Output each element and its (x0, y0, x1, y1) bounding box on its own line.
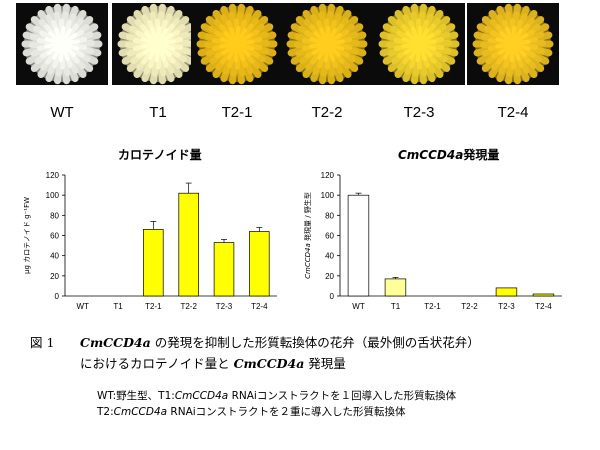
y-tick-label: 120 (46, 171, 60, 180)
note1-text-a: WT:野生型、T1: (97, 390, 175, 402)
caption-gene: CmCCD4a (80, 335, 151, 350)
carotenoid-chart-title-text: カロテノイド量 (118, 148, 202, 162)
carotenoid-chart-svg: 0 20 40 60 80 100 120 μg カロテノイド g⁻¹FW WT T1 T2-1 T2… (23, 171, 277, 311)
flower-drawing (117, 3, 199, 85)
x-tick-label: T2-1 (145, 302, 162, 311)
photo-label-t2-2: T2-2 (311, 104, 343, 121)
photo-label-t2-4: T2-4 (497, 104, 529, 121)
expression-chart: 0 20 40 60 80 100 120 CmCCD4a 発現量 / 野生型 WT T1 T2-1… (290, 160, 570, 325)
flower-center (228, 35, 246, 53)
y-tick-label: 80 (50, 211, 59, 220)
flower-drawing (21, 3, 103, 85)
y-axis-label: μg カロテノイド g⁻¹FW (23, 197, 31, 274)
flower-drawing (286, 3, 368, 85)
flower-drawing (196, 3, 278, 85)
carotenoid-chart-title: カロテノイド量 (118, 146, 202, 163)
x-tick-label: T2-3 (216, 302, 233, 311)
x-tick-label: T2-2 (180, 302, 197, 311)
caption-line-1: 図 1 CmCCD4a の発現を抑制した形質転換体の花弁（最外側の舌状花弁） (30, 332, 590, 353)
y-tick-label: 40 (50, 252, 59, 261)
y-tick-label: 20 (325, 272, 334, 281)
flower-photo-t2-2 (281, 3, 373, 85)
flower-photo-wt (16, 3, 108, 85)
figure-notes: WT:野生型、T1:CmCCD4a RNAiコンストラクトを１回導入した形質転換… (97, 388, 597, 420)
flower-photo-t1 (112, 3, 204, 85)
y-axis-label: CmCCD4a 発現量 / 野生型 (303, 192, 312, 279)
caption-line2-gene: CmCCD4a (233, 356, 305, 371)
caption-line2-text-b: 発現量 (304, 356, 346, 371)
expression-chart-title-text: 発現量 (463, 148, 500, 162)
photo-label-wt: WT (50, 104, 74, 121)
x-tick-label: WT (76, 302, 89, 311)
x-tick-label: T1 (113, 302, 123, 311)
caption-line2-text-a: におけるカロテノイド量と (80, 356, 234, 371)
y-tick-label: 120 (321, 171, 335, 180)
flower-drawing (378, 3, 460, 85)
y-tick-label: 60 (50, 232, 59, 241)
bar (532, 293, 555, 297)
caption-line-2: におけるカロテノイド量と CmCCD4a 発現量 (30, 353, 590, 374)
flower-center (410, 35, 428, 53)
note-line-1: WT:野生型、T1:CmCCD4a RNAiコンストラクトを１回導入した形質転換… (97, 388, 597, 404)
note2-text-b: RNAiコンストラクトを２重に導入した形質転換体 (167, 406, 406, 418)
caption-figure-number: 図 1 (30, 335, 55, 350)
x-tick-label: T2-2 (461, 302, 478, 311)
flower-photo-row: WT T1 T2-1 T2-2 T2-3 T2-4 (0, 0, 600, 125)
x-tick-label: T2-4 (535, 302, 552, 311)
x-tick-label: T1 (391, 302, 401, 311)
y-tick-label: 100 (46, 191, 60, 200)
note2-text-a: T2: (97, 406, 114, 418)
bar (143, 229, 164, 297)
bar (249, 231, 270, 297)
bar (384, 278, 407, 297)
flower-drawing (472, 3, 554, 85)
x-tick-label: T2-4 (251, 302, 268, 311)
y-axis-label-gene: CmCCD4a (304, 243, 312, 279)
bar (495, 287, 518, 297)
y-tick-label: 0 (330, 292, 335, 301)
expression-chart-svg: 0 20 40 60 80 100 120 CmCCD4a 発現量 / 野生型 WT T1 T2-1… (303, 171, 562, 311)
photo-label-t1: T1 (149, 104, 167, 121)
flower-center (504, 35, 522, 53)
flower-center (318, 35, 336, 53)
note2-gene: CmCCD4a (113, 406, 168, 418)
y-tick-label: 100 (321, 191, 335, 200)
y-tick-label: 0 (55, 292, 60, 301)
x-tick-label: T2-1 (424, 302, 441, 311)
bar (178, 192, 199, 297)
note1-text-b: RNAiコンストラクトを１回導入した形質転換体 (228, 390, 457, 402)
flower-photo-t2-3 (373, 3, 465, 85)
caption-line1-text: の発現を抑制した形質転換体の花弁（最外側の舌状花弁） (150, 335, 480, 350)
flower-photo-t2-1 (191, 3, 283, 85)
flower-center (149, 35, 167, 53)
y-tick-label: 80 (325, 211, 334, 220)
expression-chart-title: CmCCD4a発現量 (398, 146, 499, 163)
y-axis-label-text: 発現量 / 野生型 (303, 192, 312, 243)
flower-center (53, 35, 71, 53)
figure-caption: 図 1 CmCCD4a の発現を抑制した形質転換体の花弁（最外側の舌状花弁） にお… (30, 332, 590, 374)
y-tick-label: 20 (50, 272, 59, 281)
note1-gene: CmCCD4a (174, 390, 229, 402)
carotenoid-chart: 0 20 40 60 80 100 120 μg カロテノイド g⁻¹FW WT T1 T2-1 T2… (15, 160, 285, 325)
y-axis-label-text: μg カロテノイド g⁻¹FW (23, 197, 31, 274)
y-tick-label: 40 (325, 252, 334, 261)
bar (213, 242, 235, 297)
x-tick-label: T2-3 (498, 302, 515, 311)
bar (347, 194, 370, 297)
x-tick-label: WT (352, 302, 365, 311)
photo-label-t2-3: T2-3 (403, 104, 435, 121)
y-tick-label: 60 (325, 232, 334, 241)
expression-chart-title-gene: CmCCD4a (398, 148, 464, 162)
flower-photo-t2-4 (467, 3, 559, 85)
note-line-2: T2:CmCCD4a RNAiコンストラクトを２重に導入した形質転換体 (97, 404, 597, 420)
photo-label-t2-1: T2-1 (221, 104, 253, 121)
